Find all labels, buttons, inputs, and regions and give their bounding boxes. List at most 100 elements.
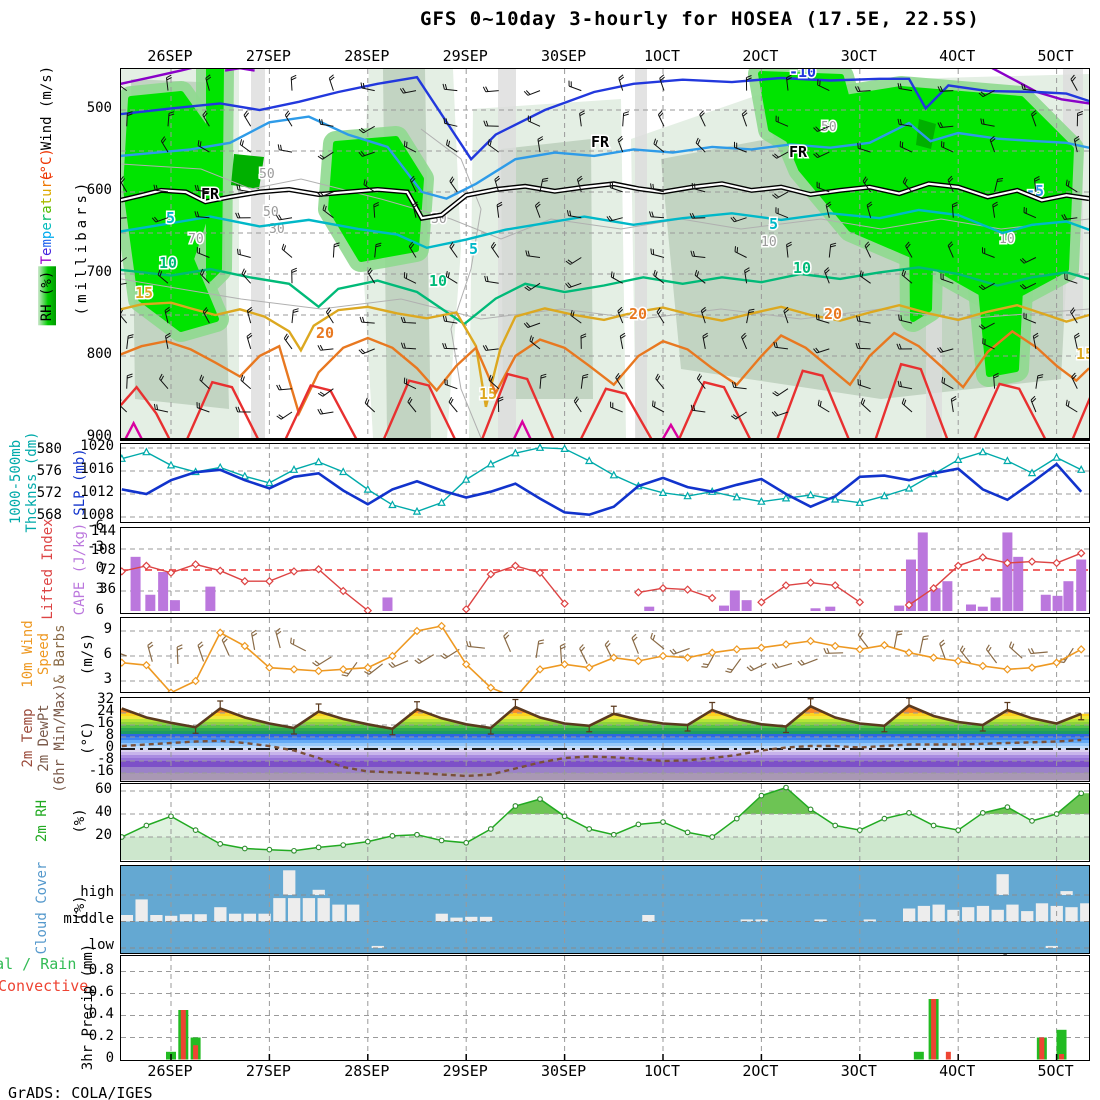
t2m-tick: 16 [97, 715, 114, 731]
pressure-tick: 600 [86, 182, 112, 198]
li-tick: 3 [95, 581, 104, 597]
svg-text:10: 10 [429, 272, 447, 290]
panel-cloud-cover [120, 865, 1090, 954]
svg-text:10: 10 [159, 254, 177, 272]
pressure-tick: 800 [86, 346, 112, 362]
panel-2m-rh [120, 783, 1090, 862]
svg-text:5: 5 [166, 209, 175, 227]
panel-2m-temp-dewpt [120, 697, 1090, 782]
thickness-tick: 576 [36, 463, 62, 479]
rh2m-tick: 40 [95, 804, 112, 820]
precip-tick: 0.8 [88, 961, 114, 978]
wind-axis-label: Wind (m/s) [39, 65, 55, 151]
li-tick: 0 [95, 560, 104, 576]
x-axis-date-top: 29SEP [442, 47, 488, 65]
x-axis-date-bottom: 29SEP [442, 1062, 488, 1080]
t2m-tick: 24 [97, 703, 114, 719]
thickness-tick: 580 [36, 441, 62, 457]
wind10m-label-3: & Barbs [52, 624, 68, 684]
slp-label: SLP (mb) [72, 448, 88, 516]
x-axis-date-top: 28SEP [344, 47, 390, 65]
t2m-label-3: (6hr Min/Max) [52, 683, 68, 793]
pressure-tick: 500 [86, 100, 112, 116]
x-axis-date-top: 1OCT [643, 47, 681, 65]
wind10-tick: 3 [103, 671, 112, 687]
cape-tick: 36 [99, 581, 116, 598]
svg-text:FR: FR [201, 185, 220, 203]
temperature-label: Temperature [39, 171, 55, 265]
svg-text:10: 10 [793, 259, 811, 277]
svg-text:5: 5 [469, 240, 478, 258]
x-axis-date-top: 3OCT [840, 47, 877, 65]
t2m-tick: -8 [97, 751, 114, 767]
wind10m-label-2: Speed [36, 632, 52, 676]
svg-text:10: 10 [999, 232, 1015, 247]
slp-tick: 1008 [80, 507, 114, 523]
panel-cape-lifted-index [120, 527, 1090, 614]
x-axis-date-bottom: 1OCT [643, 1062, 681, 1080]
x-axis-date-top: 2OCT [742, 47, 779, 65]
cloud-cover-label: Cloud Cover [34, 861, 50, 955]
t2m-tick: 8 [105, 727, 114, 743]
x-axis-date-top: 26SEP [147, 47, 193, 65]
svg-text:FR: FR [591, 133, 610, 151]
li-tick: 6 [95, 602, 104, 618]
precip-tick: 0.2 [88, 1027, 114, 1044]
svg-text:FR: FR [789, 143, 808, 161]
cape-tick: 72 [99, 561, 116, 578]
rh-legend-chip: RH (%) [38, 266, 56, 326]
precip-tick: 0.4 [88, 1005, 114, 1022]
cloud-row-label: middle [63, 910, 114, 927]
slp-tick: 1016 [80, 461, 114, 477]
t2m-tick: 32 [97, 691, 114, 707]
precip-total-rain-label: Total / Rain [0, 955, 77, 973]
precip-convective-label: Convective [0, 977, 89, 995]
cloud-row-label: low [88, 937, 114, 953]
page-title: GFS 0~10day 3-hourly for HOSEA (17.5E, 2… [420, 8, 980, 30]
svg-text:20: 20 [824, 305, 842, 323]
svg-text:70: 70 [188, 232, 204, 247]
x-axis-date-top: 27SEP [245, 47, 291, 65]
x-axis-date-bottom: 30SEP [541, 1062, 587, 1080]
panel-slp-thickness [120, 443, 1090, 523]
footer-credit: GrADS: COLA/IGES [8, 1084, 153, 1100]
svg-text:50: 50 [821, 120, 837, 135]
thickness-label-1: 1000-500mb [8, 439, 24, 525]
svg-text:15: 15 [1076, 345, 1090, 363]
pressure-tick: 700 [86, 264, 112, 280]
slp-tick: 1012 [80, 484, 114, 500]
panel-10m-wind [120, 617, 1090, 693]
rh2m-label: 2m RH [34, 799, 50, 843]
thickness-tick: 568 [36, 507, 62, 523]
panel-3hr-precip [120, 955, 1090, 1061]
li-tick: -6 [87, 518, 104, 534]
slp-tick: 1020 [80, 438, 114, 454]
millibars-axis-label: (millibars) [74, 178, 90, 316]
x-axis-date-bottom: 5OCT [1037, 1062, 1074, 1080]
x-axis-date-bottom: 27SEP [245, 1062, 291, 1080]
x-axis-date-bottom: 26SEP [147, 1062, 193, 1080]
li-tick: -3 [87, 539, 104, 555]
t2m-label-2: 2m DewPt [36, 704, 52, 772]
svg-text:50: 50 [263, 205, 279, 220]
svg-text:10: 10 [761, 235, 777, 250]
thickness-tick: 572 [36, 485, 62, 501]
svg-text:15: 15 [135, 284, 153, 302]
cloud-row-label: high [80, 884, 114, 900]
rh2m-tick: 20 [95, 827, 112, 843]
svg-text:-10: -10 [789, 68, 816, 81]
cape-tick: 108 [90, 542, 116, 559]
x-axis-date-top: 4OCT [939, 47, 976, 65]
x-axis-date-top: 30SEP [541, 47, 587, 65]
x-axis-date-bottom: 3OCT [840, 1062, 877, 1080]
rh2m-tick: 60 [95, 781, 112, 797]
lifted-index-label: Lifted Index [40, 518, 56, 620]
x-axis-date-bottom: 4OCT [939, 1062, 976, 1080]
t2m-label-1: 2m Temp [20, 708, 36, 768]
precip-tick: 0.6 [88, 983, 114, 1000]
x-axis-date-bottom: 28SEP [344, 1062, 390, 1080]
t2m-tick: 0 [105, 739, 114, 755]
svg-text:20: 20 [316, 324, 334, 342]
